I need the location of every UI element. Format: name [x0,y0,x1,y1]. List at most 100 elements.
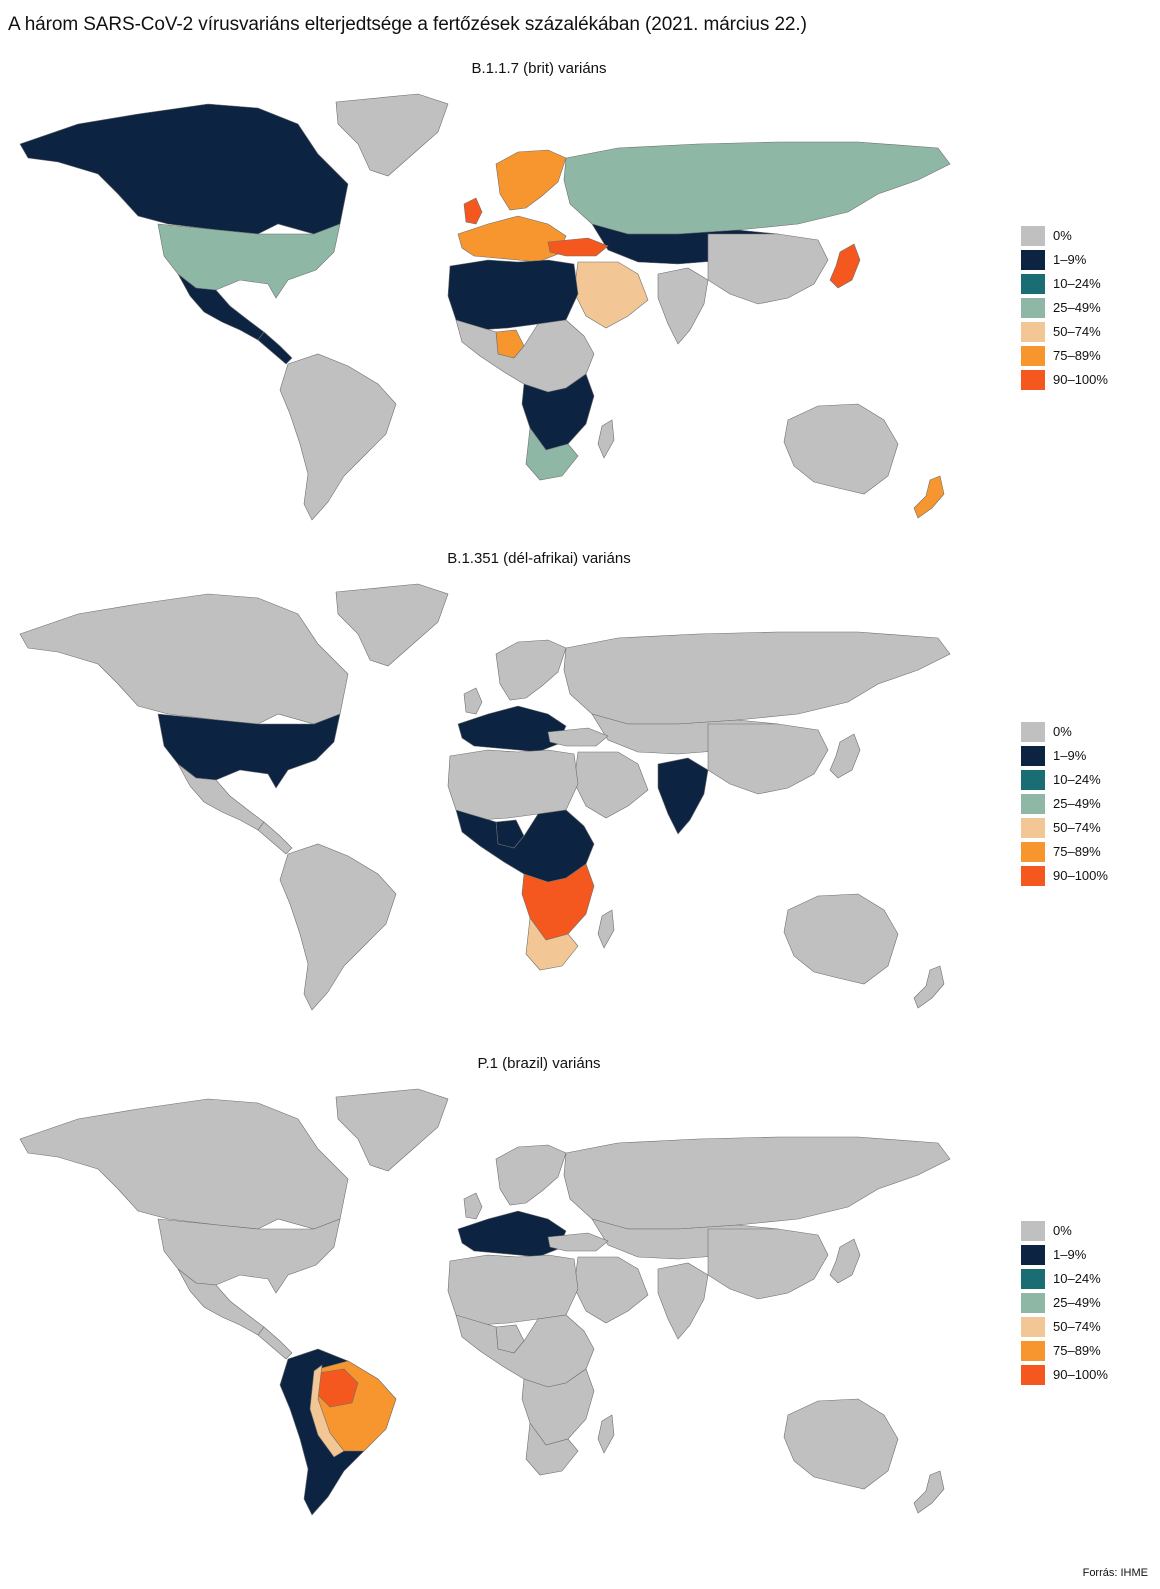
legend-label: 25–49% [1053,1295,1101,1310]
panel-title: B.1.351 (dél-afrikai) variáns [447,550,631,567]
legend-swatch [1021,1365,1045,1385]
region-europe-west [457,705,567,753]
region-north-america [19,103,349,235]
legend-label: 1–9% [1053,252,1087,267]
region-greenland [335,583,449,667]
legend-swatch [1021,842,1045,862]
region-india [657,1262,709,1340]
legend-swatch [1021,746,1045,766]
region-australia [783,893,899,985]
region-south-america [279,843,397,1011]
legend-swatch [1021,322,1045,342]
legend-swatch [1021,298,1045,318]
region-central-america [257,1326,293,1360]
panel-b1351: B.1.351 (dél-afrikai) variáns 0% 1–9% 10–2… [0,550,1160,1030]
world-map [19,1088,951,1516]
legend-swatch [1021,1221,1045,1241]
region-madagascar [597,419,615,459]
region-turkey [547,1232,609,1252]
region-central-africa [455,809,595,883]
legend-swatch [1021,770,1045,790]
legend-swatch [1021,274,1045,294]
legend-label: 10–24% [1053,276,1101,291]
legend-label: 0% [1053,1223,1072,1238]
region-china [707,1228,829,1300]
region-north-africa [447,1254,579,1326]
region-india [657,267,709,345]
region-japan [829,243,861,289]
panel-title: P.1 (brazil) variáns [477,1055,601,1072]
region-new-zealand [913,475,945,519]
region-turkey [547,727,609,747]
region-southern-africa [521,1368,595,1446]
legend-label: 90–100% [1053,868,1108,883]
region-scandinavia [495,639,567,701]
region-north-america [19,1098,349,1230]
region-scandinavia [495,149,567,211]
region-russia [563,141,951,235]
region-turkey [547,237,609,257]
region-china [707,233,829,305]
region-southern-africa [521,863,595,941]
legend-swatch [1021,370,1045,390]
region-greenland [335,93,449,177]
legend-swatch [1021,1245,1045,1265]
region-russia [563,1136,951,1230]
legend-label: 25–49% [1053,300,1101,315]
region-australia [783,1398,899,1490]
legend-label: 90–100% [1053,1367,1108,1382]
legend-swatch [1021,1269,1045,1289]
legend-swatch [1021,794,1045,814]
legend-label: 1–9% [1053,748,1087,763]
region-japan [829,733,861,779]
region-south-africa [525,1422,579,1476]
region-new-zealand [913,965,945,1009]
region-uk [463,687,483,715]
region-north-africa [447,749,579,821]
region-central-africa [455,1314,595,1388]
legend-label: 10–24% [1053,1271,1101,1286]
region-central-america [257,331,293,365]
legend-label: 75–89% [1053,348,1101,363]
region-uk [463,1192,483,1220]
legend-swatch [1021,226,1045,246]
legend-swatch [1021,1317,1045,1337]
region-scandinavia [495,1144,567,1206]
legend-swatch [1021,346,1045,366]
region-southern-africa [521,373,595,451]
region-madagascar [597,909,615,949]
legend-label: 75–89% [1053,844,1101,859]
legend-label: 75–89% [1053,1343,1101,1358]
region-greenland [335,1088,449,1172]
region-europe-west [457,1210,567,1258]
legend-label: 50–74% [1053,1319,1101,1334]
region-uk [463,197,483,225]
legend-label: 25–49% [1053,796,1101,811]
legend-swatch [1021,250,1045,270]
region-europe-west [457,215,567,263]
legend-swatch [1021,818,1045,838]
panel-b117: B.1.1.7 (brit) variáns 0% 1–9% 10–24% 25–49… [0,60,1160,540]
world-map [19,583,951,1011]
legend-label: 1–9% [1053,1247,1087,1262]
region-middle-east [573,261,649,329]
region-brazil-ring [309,1364,345,1458]
legend-swatch [1021,722,1045,742]
region-japan [829,1238,861,1284]
region-australia [783,403,899,495]
region-new-zealand [913,1470,945,1514]
legend-swatch [1021,1293,1045,1313]
legend-label: 50–74% [1053,820,1101,835]
legend-label: 0% [1053,228,1072,243]
legend-label: 10–24% [1053,772,1101,787]
legend-swatch [1021,866,1045,886]
panel-title: B.1.1.7 (brit) variáns [471,60,607,77]
source-note: Forrás: IHME [1082,1567,1148,1579]
region-russia [563,631,951,725]
world-map [19,93,951,521]
region-central-africa [455,319,595,393]
region-south-africa [525,427,579,481]
region-south-africa [525,917,579,971]
legend-label: 50–74% [1053,324,1101,339]
region-india [657,757,709,835]
